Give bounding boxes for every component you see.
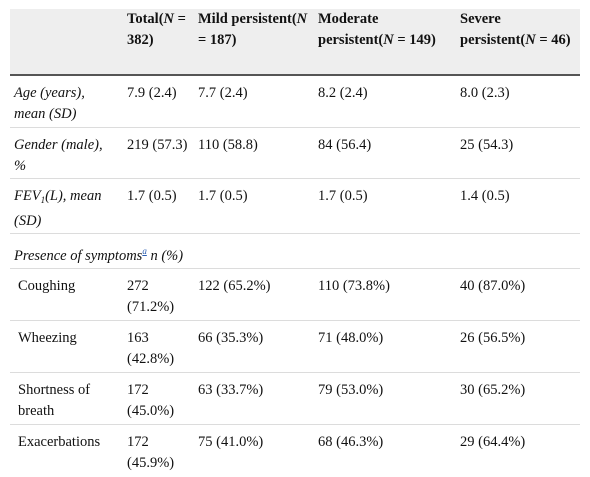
cell-severe: 30 (65.2%) bbox=[456, 373, 580, 425]
row-label-age: Age (years), mean (SD) bbox=[10, 75, 123, 128]
table-row: Exacerbations 172 (45.9%) 75 (41.0%) 68 … bbox=[10, 425, 580, 477]
cell-severe: 8.0 (2.3) bbox=[456, 75, 580, 128]
row-label-wheezing: Wheezing bbox=[10, 321, 123, 373]
row-label-shortness-of-breath: Shortness of breath bbox=[10, 373, 123, 425]
row-label-exacerbations: Exacerbations bbox=[10, 425, 123, 477]
cell-total: 172 (45.0%) bbox=[123, 373, 194, 425]
section-row: Presence of symptomsa n (%) bbox=[10, 234, 580, 269]
cell-moderate: 79 (53.0%) bbox=[314, 373, 456, 425]
cell-severe: 40 (87.0%) bbox=[456, 269, 580, 321]
cell-mild: 75 (41.0%) bbox=[194, 425, 314, 477]
cell-mild: 66 (35.3%) bbox=[194, 321, 314, 373]
cell-moderate: 8.2 (2.4) bbox=[314, 75, 456, 128]
cell-moderate: 68 (46.3%) bbox=[314, 425, 456, 477]
cell-mild: 1.7 (0.5) bbox=[194, 179, 314, 234]
cell-total: 219 (57.3) bbox=[123, 128, 194, 179]
table-row: Wheezing 163 (42.8%) 66 (35.3%) 71 (48.0… bbox=[10, 321, 580, 373]
cell-severe: 25 (54.3) bbox=[456, 128, 580, 179]
header-blank bbox=[10, 9, 123, 75]
table-row: Age (years), mean (SD) 7.9 (2.4) 7.7 (2.… bbox=[10, 75, 580, 128]
row-label-fev: FEV1(L), mean (SD) bbox=[10, 179, 123, 234]
header-moderate: Moderate persistent(N = 149) bbox=[314, 9, 456, 75]
cell-severe: 29 (64.4%) bbox=[456, 425, 580, 477]
cell-mild: 7.7 (2.4) bbox=[194, 75, 314, 128]
table-row: FEV1(L), mean (SD) 1.7 (0.5) 1.7 (0.5) 1… bbox=[10, 179, 580, 234]
header-severe: Severe persistent(N = 46) bbox=[456, 9, 580, 75]
cell-mild: 63 (33.7%) bbox=[194, 373, 314, 425]
cell-severe: 1.4 (0.5) bbox=[456, 179, 580, 234]
table-row: Gender (male), % 219 (57.3) 110 (58.8) 8… bbox=[10, 128, 580, 179]
table-row: Coughing 272 (71.2%) 122 (65.2%) 110 (73… bbox=[10, 269, 580, 321]
data-table: Total(N = 382) Mild persistent(N = 187) … bbox=[10, 9, 580, 477]
header-mild: Mild persistent(N = 187) bbox=[194, 9, 314, 75]
cell-total: 172 (45.9%) bbox=[123, 425, 194, 477]
table-container: Total(N = 382) Mild persistent(N = 187) … bbox=[10, 9, 580, 477]
table-row: Shortness of breath 172 (45.0%) 63 (33.7… bbox=[10, 373, 580, 425]
row-label-gender: Gender (male), % bbox=[10, 128, 123, 179]
header-total: Total(N = 382) bbox=[123, 9, 194, 75]
cell-moderate: 84 (56.4) bbox=[314, 128, 456, 179]
row-label-coughing: Coughing bbox=[10, 269, 123, 321]
section-label-symptoms: Presence of symptomsa n (%) bbox=[10, 234, 580, 269]
header-row: Total(N = 382) Mild persistent(N = 187) … bbox=[10, 9, 580, 75]
cell-moderate: 1.7 (0.5) bbox=[314, 179, 456, 234]
cell-total: 1.7 (0.5) bbox=[123, 179, 194, 234]
cell-total: 163 (42.8%) bbox=[123, 321, 194, 373]
cell-severe: 26 (56.5%) bbox=[456, 321, 580, 373]
cell-total: 272 (71.2%) bbox=[123, 269, 194, 321]
cell-moderate: 110 (73.8%) bbox=[314, 269, 456, 321]
cell-mild: 122 (65.2%) bbox=[194, 269, 314, 321]
cell-moderate: 71 (48.0%) bbox=[314, 321, 456, 373]
cell-total: 7.9 (2.4) bbox=[123, 75, 194, 128]
cell-mild: 110 (58.8) bbox=[194, 128, 314, 179]
